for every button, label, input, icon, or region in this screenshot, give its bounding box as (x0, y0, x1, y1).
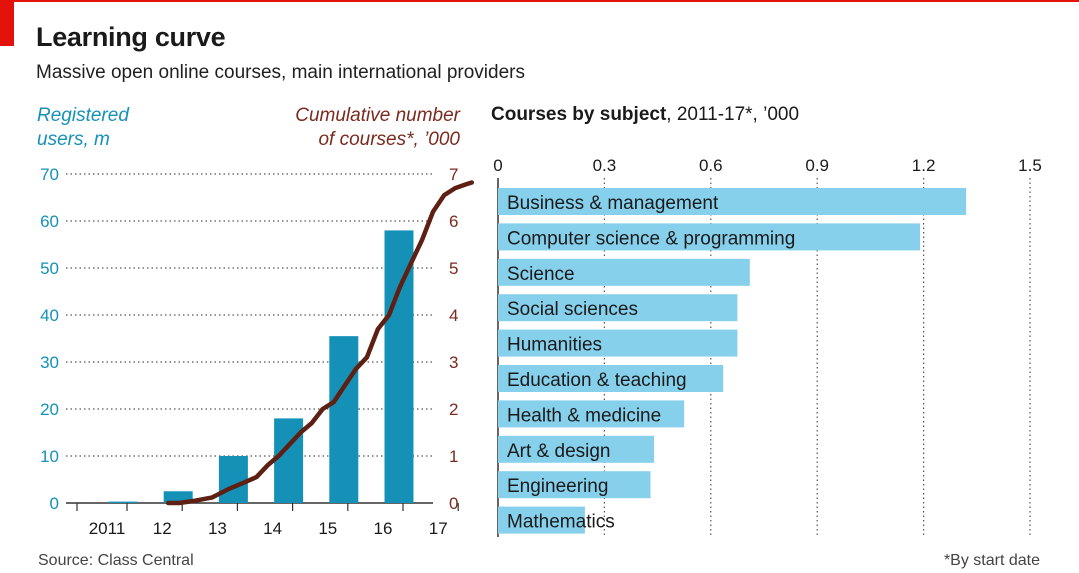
footnote: *By start date (943, 552, 1040, 569)
subject-bar (498, 400, 685, 428)
x-tick-label: 17 (429, 519, 448, 538)
subject-x-tick-label: 1.2 (912, 156, 936, 175)
x-tick-label: 13 (208, 519, 227, 538)
user-bar (329, 336, 359, 503)
subject-chart-title-main: Courses by subject (491, 104, 667, 125)
right-y-tick-label: 0 (449, 494, 458, 513)
subject-bar (498, 365, 724, 392)
subject-bar (498, 258, 750, 286)
left-axis-label-line2: users, m (37, 129, 110, 150)
subject-x-tick-label: 0.3 (593, 156, 617, 175)
subject-bar-label: Business & management (507, 193, 719, 214)
user-bar (384, 230, 414, 503)
subject-bar-label: Science (507, 264, 575, 285)
subject-x-tick-label: 0 (493, 156, 502, 175)
right-y-tick-label: 5 (449, 259, 458, 278)
top-rule (0, 0, 1079, 2)
chart-title: Learning curve (36, 22, 226, 52)
x-tick-label: 14 (263, 519, 282, 538)
subject-bar-label: Mathematics (507, 512, 615, 533)
right-y-tick-label: 6 (449, 212, 458, 231)
subject-bar-label: Health & medicine (507, 405, 661, 426)
brand-tag (0, 0, 14, 46)
source-note: Source: Class Central (38, 552, 194, 569)
subject-chart-title: Courses by subject, 2011-17*, ’000 (491, 104, 799, 126)
subject-bar (498, 471, 651, 499)
subject-bar (498, 294, 738, 322)
right-axis-label: Cumulative number of courses*, ’000 (295, 104, 460, 152)
left-y-tick-label: 70 (40, 165, 59, 184)
subject-x-tick-label: 1.5 (1018, 156, 1042, 175)
x-tick-label: 16 (374, 519, 393, 538)
user-bar (163, 491, 193, 503)
subject-x-tick-label: 0.6 (699, 156, 723, 175)
left-y-tick-label: 20 (40, 400, 59, 419)
subject-bar (498, 435, 655, 463)
user-bar (218, 456, 248, 503)
subject-bar (498, 188, 967, 215)
right-y-tick-label: 1 (449, 447, 458, 466)
user-bar (108, 501, 138, 503)
courses-line (165, 180, 475, 506)
left-y-tick-label: 50 (40, 259, 59, 278)
left-y-tick-label: 30 (40, 353, 59, 372)
left-axis-label-line1: Registered (37, 105, 129, 126)
subject-bar (498, 223, 921, 251)
subject-x-tick-label: 0.9 (805, 156, 829, 175)
user-bar (274, 418, 304, 503)
left-y-tick-label: 40 (40, 306, 59, 325)
subject-chart-title-suffix: , 2011-17*, ’000 (666, 104, 800, 125)
right-axis-label-line1: Cumulative number (295, 105, 460, 126)
subject-bar-label: Social sciences (507, 299, 638, 320)
subject-bar (498, 329, 738, 357)
x-tick-label: 15 (318, 519, 337, 538)
subject-bar-label: Computer science & programming (507, 228, 795, 249)
subject-bar-label: Art & design (507, 441, 611, 462)
chart-subtitle: Massive open online courses, main intern… (36, 62, 525, 83)
right-y-tick-label: 3 (449, 353, 458, 372)
right-y-tick-label: 2 (449, 400, 458, 419)
left-y-tick-label: 0 (50, 494, 59, 513)
subject-bar-label: Education & teaching (507, 370, 687, 391)
x-tick-label: 2011 (89, 519, 126, 538)
x-tick-label: 12 (153, 519, 172, 538)
subject-bar (498, 506, 585, 534)
right-axis-label-line2: of courses*, ’000 (318, 129, 460, 150)
left-y-tick-label: 60 (40, 212, 59, 231)
subject-bar-label: Engineering (507, 476, 608, 497)
subject-bar-label: Humanities (507, 335, 602, 356)
left-y-tick-label: 10 (40, 447, 59, 466)
right-y-tick-label: 4 (449, 306, 458, 325)
right-y-tick-label: 7 (449, 165, 458, 184)
left-axis-label: Registered users, m (37, 104, 129, 152)
